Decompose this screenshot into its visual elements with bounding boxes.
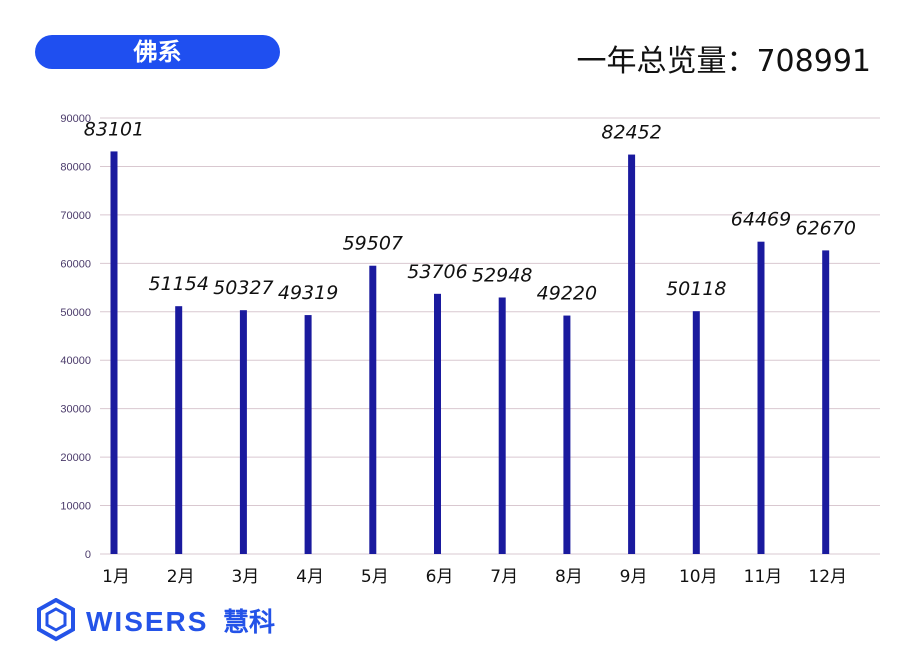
y-tick-label: 90000 [60,113,91,125]
logo-brand-cn-text: 慧科 [223,608,275,638]
x-tick-label: 12月 [808,567,847,587]
chart-title: 佛系 [133,38,182,66]
data-label: 52948 [472,264,532,286]
x-tick-label: 9月 [620,567,648,587]
data-label: 64469 [731,209,791,231]
bar [175,306,183,554]
data-label: 59507 [343,233,403,255]
x-tick-label: 2月 [167,567,195,587]
data-label: 49319 [278,282,338,304]
y-tick-label: 50000 [60,307,91,319]
wisers-logo: WISERS 慧科 [37,598,275,642]
hexagon-logo-icon [37,598,75,642]
x-tick-label: 6月 [426,567,454,587]
y-tick-label: 30000 [60,404,91,416]
bar [563,315,571,554]
total-views-label: 一年总览量： [576,44,757,79]
data-label: 62670 [795,217,855,239]
bar [239,310,247,554]
x-tick-label: 11月 [744,567,783,587]
logo-brand-text: WISERS [86,606,208,637]
total-views-value: 708991 [756,44,871,79]
x-tick-label: 10月 [679,567,718,587]
chart-title-badge: 佛系 [35,35,280,69]
y-tick-label: 60000 [60,258,91,270]
tick-layer: 0 10000 20000 30000 40000 50000 60000 70000 8000… [60,113,847,587]
bar [498,297,506,554]
x-tick-label: 5月 [361,567,389,587]
y-tick-label: 10000 [60,501,91,513]
bar [757,241,765,554]
x-tick-label: 4月 [296,567,324,587]
y-tick-label: 20000 [60,452,91,464]
grid-layer [100,117,880,555]
x-tick-label: 7月 [490,567,518,587]
data-label: 50118 [666,278,726,300]
bar [369,265,377,554]
y-tick-label: 80000 [60,161,91,173]
bar-layer [110,151,830,555]
data-label: 82452 [601,122,661,144]
data-label: 83101 [84,118,144,140]
bar [692,311,700,554]
bar [628,154,636,555]
data-label: 51154 [148,273,208,295]
bar [822,250,830,554]
bar [434,293,441,554]
x-tick-label: 8月 [555,567,583,587]
y-tick-label: 0 [85,549,91,561]
bar [304,315,312,554]
data-label: 53706 [407,261,467,283]
y-tick-label: 70000 [60,210,91,222]
data-label: 49220 [537,283,597,305]
x-tick-label: 3月 [231,567,259,587]
y-tick-label: 40000 [60,355,91,367]
total-views: 一年总览量：708991 [576,36,871,80]
bar [110,151,118,555]
data-label: 50327 [213,277,273,299]
x-tick-label: 1月 [102,567,130,587]
